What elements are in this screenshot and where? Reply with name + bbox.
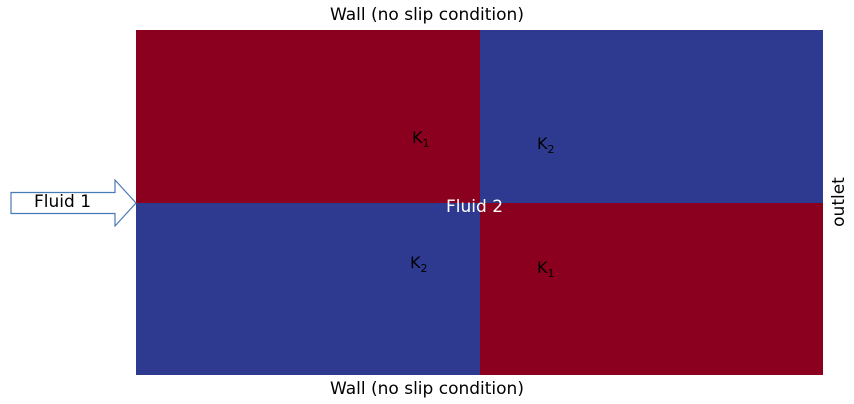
permeability-label-bottom-left: K2 — [410, 253, 428, 275]
fluid-2-label: Fluid 2 — [446, 197, 503, 217]
bottom-wall-label: Wall (no slip condition) — [0, 379, 854, 399]
top-wall-label: Wall (no slip condition) — [0, 5, 854, 25]
permeability-label-bottom-right: K1 — [537, 258, 555, 280]
fluid-1-label: Fluid 1 — [34, 192, 91, 212]
region-bottom-left — [136, 203, 480, 376]
region-top-right — [480, 30, 824, 203]
region-bottom-right — [480, 203, 824, 376]
permeability-label-top-left: K1 — [412, 128, 430, 150]
region-top-left — [136, 30, 480, 203]
outlet-label: outlet — [829, 177, 849, 227]
permeability-label-top-right: K2 — [537, 134, 555, 156]
outlet-label-wrapper: outlet — [828, 172, 850, 232]
